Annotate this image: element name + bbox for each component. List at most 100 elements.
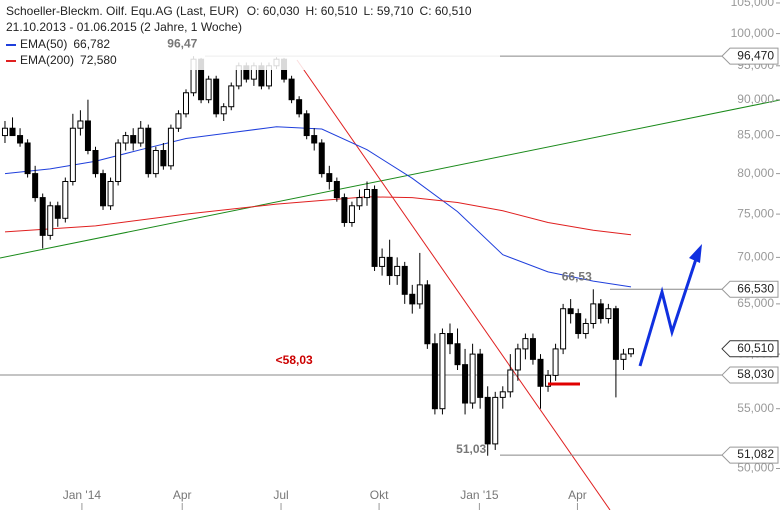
trendline bbox=[296, 59, 611, 510]
candle-body bbox=[499, 391, 506, 398]
annotation: 96,47 bbox=[167, 36, 197, 50]
x-tick-label: Okt bbox=[370, 488, 389, 502]
legend-label: EMA(200) 72,580 bbox=[20, 53, 117, 67]
candle-body bbox=[605, 308, 612, 320]
annotation: 66,53 bbox=[562, 269, 592, 283]
candle-body bbox=[326, 173, 333, 182]
candle-body bbox=[371, 188, 378, 267]
candle-body bbox=[492, 396, 499, 445]
candle-body bbox=[182, 92, 189, 115]
candle-body bbox=[582, 322, 589, 335]
x-tick-label: Apr bbox=[173, 488, 192, 502]
candle-body bbox=[47, 205, 54, 236]
candle-body bbox=[431, 343, 438, 410]
y-tick-label: 80,000 bbox=[737, 166, 774, 180]
candle-body bbox=[288, 78, 295, 101]
y-tick-label: 75,000 bbox=[737, 206, 774, 220]
candle-body bbox=[454, 343, 461, 366]
candle-body bbox=[469, 353, 476, 404]
candle-body bbox=[394, 265, 401, 277]
candle-body bbox=[84, 120, 91, 152]
candle-body bbox=[545, 374, 552, 387]
candle-body bbox=[62, 180, 69, 219]
candle-body bbox=[167, 127, 174, 167]
candle-body bbox=[160, 150, 167, 167]
subtitle: 21.10.2013 - 01.06.2015 (2 Jahre, 1 Woch… bbox=[6, 20, 242, 34]
candle-body bbox=[220, 106, 227, 115]
candle-body bbox=[567, 308, 574, 315]
y-tick-label: 50,000 bbox=[737, 461, 774, 475]
candle-body bbox=[228, 85, 235, 108]
candle-body bbox=[379, 256, 386, 267]
annotation: <58,03 bbox=[276, 353, 313, 367]
candle-body bbox=[122, 135, 129, 144]
price-box-label: 51,082 bbox=[737, 447, 774, 461]
candle-body bbox=[560, 308, 567, 350]
y-tick-label: 100,000 bbox=[731, 26, 775, 40]
x-tick-label: Jan '14 bbox=[63, 488, 102, 502]
candle-body bbox=[152, 150, 159, 175]
candle-body bbox=[24, 142, 31, 175]
candle-body bbox=[409, 293, 416, 305]
candle-body bbox=[9, 127, 16, 137]
y-tick-label: 65,000 bbox=[737, 296, 774, 310]
candle-body bbox=[107, 180, 114, 207]
candle-body bbox=[424, 284, 431, 345]
x-tick-label: Jul bbox=[273, 488, 288, 502]
candle-body bbox=[17, 135, 24, 144]
trendline bbox=[0, 99, 780, 259]
candle-body bbox=[333, 180, 340, 199]
candle-body bbox=[54, 205, 61, 219]
candle-body bbox=[462, 364, 469, 404]
candle-body bbox=[537, 358, 544, 387]
candle-body bbox=[311, 135, 318, 144]
candle-body bbox=[39, 197, 46, 236]
ema-line bbox=[4, 196, 632, 236]
candle-body bbox=[507, 369, 514, 393]
legend-value: 72,580 bbox=[80, 53, 117, 67]
legend-label: EMA(50) 66,782 bbox=[20, 37, 110, 51]
candle-body bbox=[477, 353, 484, 398]
header-bg bbox=[0, 0, 500, 70]
candle-body bbox=[416, 284, 423, 305]
y-tick-label: 55,000 bbox=[737, 401, 774, 415]
candle-body bbox=[77, 120, 84, 129]
candle-body bbox=[145, 127, 152, 175]
y-tick-label: 70,000 bbox=[737, 250, 774, 264]
candle-body bbox=[115, 142, 122, 182]
candle-body bbox=[100, 173, 107, 207]
candle-body bbox=[356, 197, 363, 207]
candle-body bbox=[620, 353, 627, 360]
price-box-label: 96,470 bbox=[737, 48, 774, 62]
price-box bbox=[721, 446, 779, 464]
candle-body bbox=[552, 348, 559, 376]
candle-body bbox=[522, 338, 529, 350]
price-box bbox=[721, 340, 779, 358]
arrow-head bbox=[689, 244, 702, 263]
price-box bbox=[721, 366, 779, 384]
header-title: Schoeller-Bleckm. Oilf. Equ.AG (Last, EU… bbox=[6, 4, 472, 18]
candle-body bbox=[597, 303, 604, 320]
candle-body bbox=[484, 396, 491, 445]
forecast-arrow bbox=[638, 255, 699, 367]
y-tick-label: 85,000 bbox=[737, 128, 774, 142]
x-tick-label: Apr bbox=[568, 488, 587, 502]
candle-body bbox=[386, 256, 393, 277]
candle-body bbox=[627, 348, 634, 355]
candle-body bbox=[205, 78, 212, 101]
candle-body bbox=[32, 173, 39, 199]
legend-name: EMA(200) bbox=[20, 53, 74, 67]
price-box bbox=[721, 280, 779, 298]
x-tick-label: Jan '15 bbox=[460, 488, 499, 502]
candle-body bbox=[348, 205, 355, 224]
candle-body bbox=[175, 113, 182, 129]
candle-body bbox=[1, 127, 8, 137]
price-box bbox=[721, 47, 779, 65]
candle-body bbox=[529, 338, 536, 360]
legend-value: 66,782 bbox=[73, 37, 110, 51]
legend-name: EMA(50) bbox=[20, 37, 67, 51]
candle-body bbox=[213, 78, 220, 115]
candle-body bbox=[130, 135, 137, 144]
ema-line bbox=[4, 126, 632, 288]
